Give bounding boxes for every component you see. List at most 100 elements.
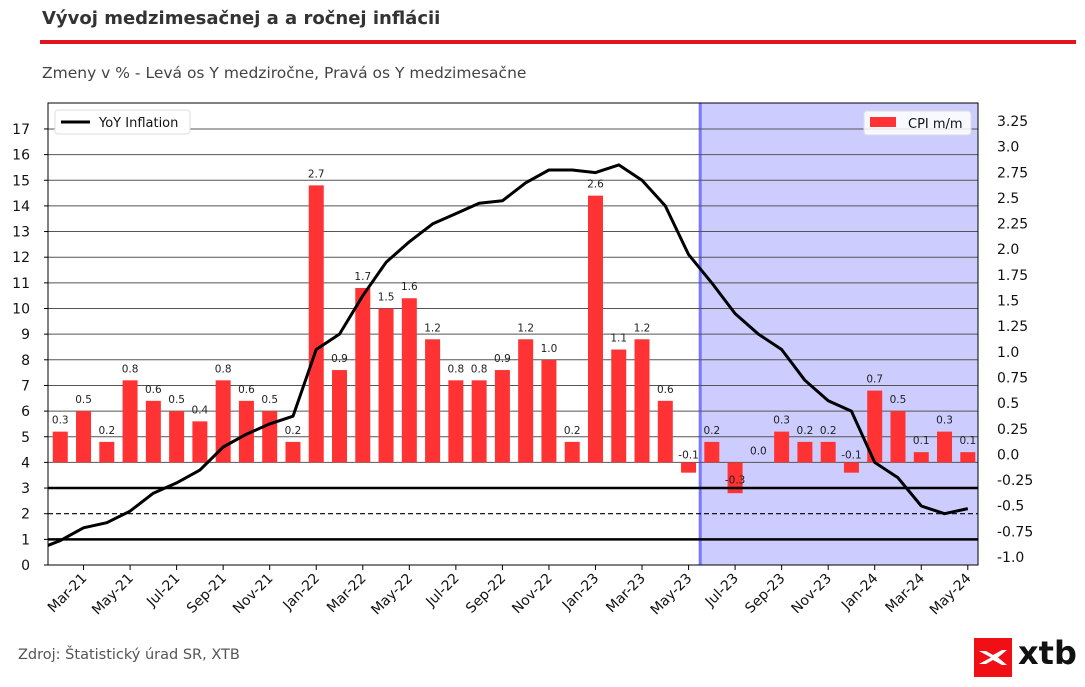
left-axis-label: 9: [21, 327, 30, 343]
bar-cpi-mm: [355, 287, 371, 463]
line-yoy-inflation: [48, 163, 969, 547]
bar-cpi-mm: [611, 349, 627, 463]
left-axis-label: 11: [12, 276, 30, 292]
bar-cpi-mm: [332, 370, 348, 463]
bar-value-label: -0.3: [725, 474, 746, 486]
x-axis-label: Nov-23: [788, 571, 835, 618]
bar-value-label: 0.6: [657, 384, 674, 396]
x-axis-label: Nov-22: [509, 571, 556, 618]
bar-value-label: 0.5: [261, 394, 278, 406]
x-axis-label: May-21: [89, 571, 137, 619]
bar-value-label: 0.2: [820, 425, 837, 437]
bar-cpi-mm: [262, 411, 278, 463]
bar-cpi-mm: [797, 441, 813, 463]
left-axis-label: 17: [12, 122, 30, 138]
title-rule: [40, 40, 1076, 44]
bar-value-label: 0.2: [285, 425, 302, 437]
bar-value-label: 0.2: [98, 425, 115, 437]
bar-cpi-mm: [681, 462, 697, 473]
bar-cpi-mm: [774, 431, 790, 463]
legend-label: CPI m/m: [908, 117, 963, 132]
right-axis-label: -0.25: [997, 473, 1033, 489]
left-axis-label: 1: [21, 532, 30, 548]
bar-value-label: 0.2: [703, 425, 720, 437]
chart-title: Vývoj medzimesačnej a a ročnej inflácii: [42, 8, 441, 29]
bar-value-label: -0.1: [678, 449, 699, 461]
left-axis-label: 0: [21, 558, 30, 574]
bar-cpi-mm: [843, 462, 859, 473]
bar-cpi-mm: [378, 308, 394, 463]
left-axis-label: 4: [21, 455, 30, 471]
bar-cpi-mm: [913, 452, 929, 463]
bar-value-label: 0.5: [168, 394, 185, 406]
left-axis-label: 3: [21, 481, 30, 497]
legend-swatch-bar: [870, 117, 896, 127]
left-axis-label: 5: [21, 430, 30, 446]
right-axis-label: -0.75: [997, 524, 1033, 540]
bar-value-label: 0.5: [890, 394, 907, 406]
right-axis-label: 1.25: [997, 319, 1028, 335]
bar-value-label: 0.4: [192, 404, 209, 416]
xtb-logo: xtb: [974, 634, 1078, 678]
bar-value-label: 0.6: [145, 384, 162, 396]
left-axis-label: 14: [12, 199, 30, 215]
bar-value-label: 0.8: [471, 363, 488, 375]
x-axis-label: May-23: [648, 571, 696, 619]
x-axis-label: Nov-21: [230, 571, 277, 618]
bar-cpi-mm: [634, 339, 650, 463]
bar-cpi-mm: [285, 441, 301, 463]
left-axis-label: 10: [12, 302, 30, 318]
bar-cpi-mm: [564, 441, 580, 463]
x-axis-label: Jan-23: [559, 571, 602, 614]
bar-cpi-mm: [867, 390, 883, 463]
left-axis-label: 15: [12, 173, 30, 189]
bar-value-label: 0.5: [75, 394, 92, 406]
bar-value-label: 1.1: [610, 333, 627, 345]
legend-label: YoY Inflation: [98, 116, 178, 131]
right-axis-label: 1.5: [997, 294, 1019, 310]
bar-cpi-mm: [657, 400, 673, 463]
bar-value-label: 0.7: [866, 374, 883, 386]
bar-cpi-mm: [704, 441, 720, 463]
left-axis-label: 8: [21, 353, 30, 369]
bar-value-label: 0.3: [773, 415, 790, 427]
right-axis-label: 2.25: [997, 217, 1028, 233]
bar-cpi-mm: [169, 411, 185, 463]
x-axis-label: Jul-22: [423, 571, 463, 611]
x-axis-label: Jan-24: [838, 570, 882, 614]
bar-value-label: 0.8: [215, 363, 232, 375]
bar-cpi-mm: [471, 380, 487, 463]
x-axis-label: Mar-24: [883, 570, 929, 616]
bar-cpi-mm: [960, 452, 976, 463]
legend-cpi: CPI m/m: [863, 110, 972, 136]
x-axis-label: Mar-21: [45, 571, 91, 617]
bar-value-label: 1.2: [634, 322, 651, 334]
bar-value-label: 0.8: [448, 363, 465, 375]
bar-cpi-mm: [727, 462, 743, 494]
source-note: Zdroj: Štatistický úrad SR, XTB: [18, 647, 240, 663]
x-axis-label: May-24: [927, 570, 975, 618]
bar-cpi-mm: [401, 298, 417, 463]
bar-cpi-mm: [937, 431, 953, 463]
left-axis-label: 16: [12, 148, 30, 164]
right-axis-label: 0.75: [997, 370, 1028, 386]
right-axis-label: 0.25: [997, 422, 1028, 438]
right-axis-label: 3.25: [997, 114, 1028, 130]
left-axis-label: 7: [21, 378, 30, 394]
bar-cpi-mm: [448, 380, 464, 463]
x-axis-label: Jan-22: [280, 571, 323, 614]
xtb-logo-icon: [974, 638, 1012, 677]
bar-value-label: 1.6: [401, 281, 418, 293]
x-axis-label: May-22: [368, 571, 416, 619]
left-axis-label: 12: [12, 250, 30, 266]
bar-value-label: 0.6: [238, 384, 255, 396]
bar-cpi-mm: [76, 411, 92, 463]
left-axis-label: 13: [12, 225, 30, 241]
legend-box: [54, 109, 191, 135]
bar-value-label: 0.9: [331, 353, 348, 365]
chart-subtitle: Zmeny v % - Levá os Y medziročne, Pravá …: [42, 64, 527, 82]
right-axis-label: 1.75: [997, 268, 1028, 284]
bar-cpi-mm: [425, 339, 441, 463]
bar-value-label: 0.3: [52, 415, 69, 427]
bar-cpi-mm: [308, 185, 324, 463]
